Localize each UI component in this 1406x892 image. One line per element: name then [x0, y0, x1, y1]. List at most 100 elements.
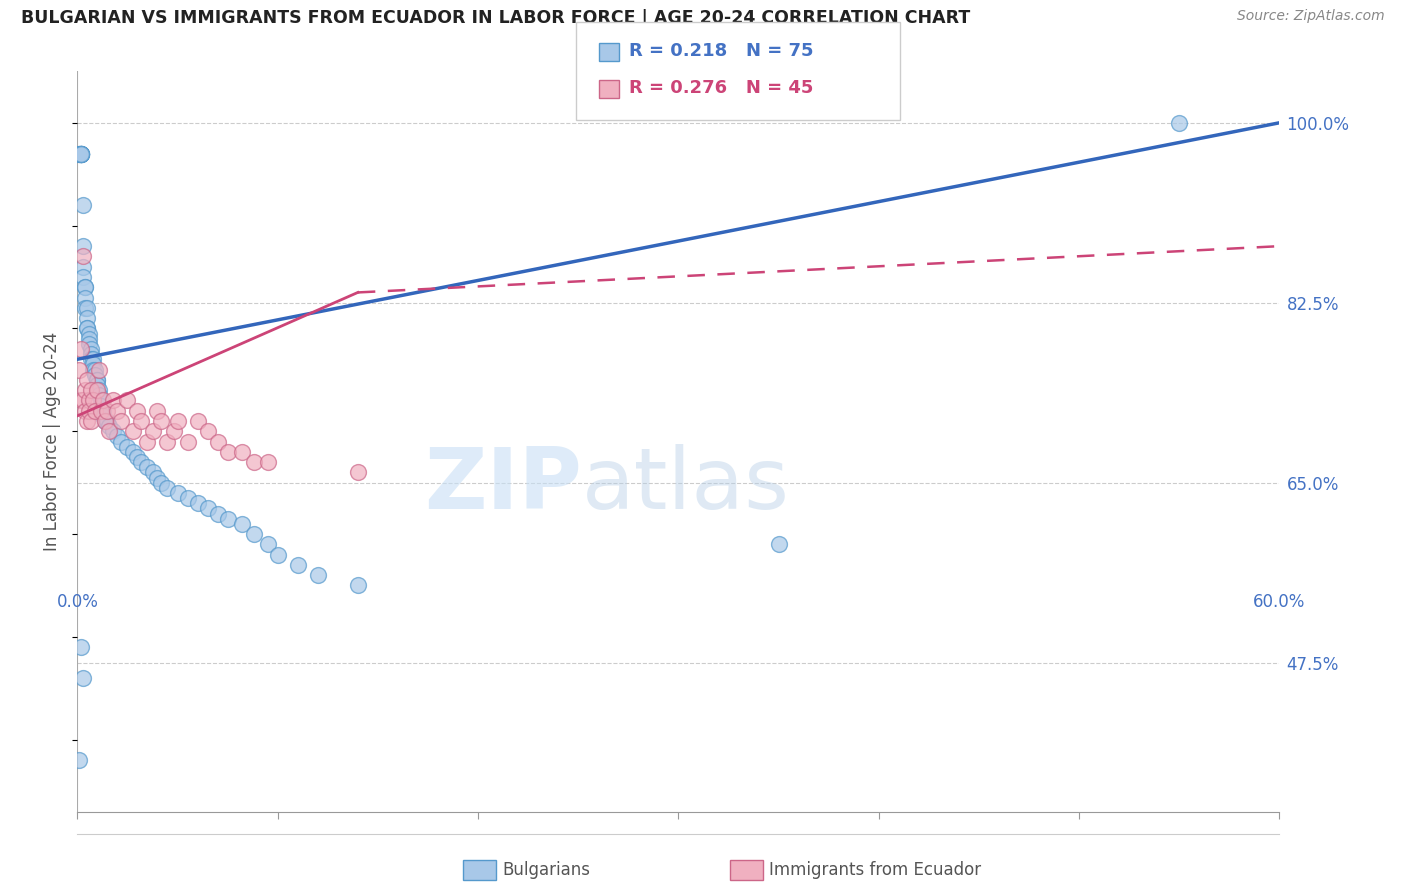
- Point: [79, 326, 101, 341]
- Text: atlas: atlas: [582, 444, 790, 527]
- Point: [127, 450, 149, 464]
- Point: [70, 146, 93, 161]
- Point: [70, 146, 93, 161]
- Point: [166, 486, 188, 500]
- Point: [197, 424, 219, 438]
- Y-axis label: In Labor Force | Age 20-24: In Labor Force | Age 20-24: [44, 332, 62, 551]
- Point: [76, 414, 98, 428]
- Point: [72, 249, 94, 264]
- Point: [80, 347, 103, 361]
- Point: [307, 568, 329, 582]
- Point: [76, 321, 98, 335]
- Point: [136, 434, 159, 449]
- Point: [347, 466, 370, 480]
- Point: [70, 146, 93, 161]
- Point: [93, 403, 115, 417]
- Point: [768, 537, 790, 551]
- Point: [187, 496, 209, 510]
- Point: [75, 280, 97, 294]
- Point: [156, 434, 179, 449]
- Point: [217, 511, 239, 525]
- Point: [86, 383, 108, 397]
- Point: [90, 393, 112, 408]
- Point: [67, 362, 90, 376]
- Point: [90, 399, 112, 413]
- Point: [75, 383, 97, 397]
- Point: [84, 362, 107, 376]
- Point: [142, 466, 165, 480]
- Point: [98, 419, 121, 434]
- Point: [67, 753, 90, 767]
- Point: [70, 146, 93, 161]
- Point: [94, 414, 117, 428]
- Point: [86, 378, 108, 392]
- Point: [96, 414, 118, 428]
- Point: [89, 383, 111, 397]
- Text: R = 0.276   N = 45: R = 0.276 N = 45: [630, 79, 814, 97]
- Point: [70, 640, 93, 655]
- Point: [89, 362, 111, 376]
- Point: [93, 393, 115, 408]
- Point: [72, 260, 94, 274]
- Point: [80, 383, 103, 397]
- Point: [93, 409, 115, 423]
- Point: [84, 403, 107, 417]
- Text: BULGARIAN VS IMMIGRANTS FROM ECUADOR IN LABOR FORCE | AGE 20-24 CORRELATION CHAR: BULGARIAN VS IMMIGRANTS FROM ECUADOR IN …: [21, 9, 970, 27]
- Point: [79, 403, 101, 417]
- Point: [79, 332, 101, 346]
- Point: [70, 146, 93, 161]
- Point: [76, 373, 98, 387]
- Point: [197, 501, 219, 516]
- Point: [86, 373, 108, 387]
- Point: [70, 146, 93, 161]
- Point: [107, 403, 129, 417]
- Point: [117, 440, 139, 454]
- Point: [72, 393, 94, 408]
- Point: [127, 403, 149, 417]
- Point: [75, 291, 97, 305]
- Point: [146, 403, 169, 417]
- Point: [231, 516, 253, 531]
- Point: [146, 470, 169, 484]
- Point: [1168, 116, 1191, 130]
- Point: [82, 352, 104, 367]
- Point: [72, 239, 94, 253]
- Point: [207, 507, 229, 521]
- Point: [242, 455, 264, 469]
- Point: [122, 424, 145, 438]
- Point: [79, 393, 101, 408]
- Point: [89, 388, 111, 402]
- Point: [75, 280, 97, 294]
- Text: Bulgarians: Bulgarians: [502, 861, 591, 879]
- Point: [70, 342, 93, 356]
- Point: [76, 311, 98, 326]
- Point: [67, 146, 90, 161]
- Point: [207, 434, 229, 449]
- Point: [82, 393, 104, 408]
- Point: [94, 414, 117, 428]
- Point: [117, 393, 139, 408]
- Point: [131, 455, 153, 469]
- Point: [110, 414, 132, 428]
- Point: [79, 336, 101, 351]
- Point: [256, 455, 278, 469]
- Point: [122, 445, 145, 459]
- Point: [156, 481, 179, 495]
- Point: [80, 342, 103, 356]
- Point: [84, 368, 107, 382]
- Point: [72, 671, 94, 685]
- Point: [136, 460, 159, 475]
- Text: 0.0%: 0.0%: [56, 593, 98, 611]
- Point: [76, 301, 98, 315]
- Point: [96, 403, 118, 417]
- Point: [82, 358, 104, 372]
- Point: [256, 537, 278, 551]
- Point: [103, 424, 125, 438]
- Point: [142, 424, 165, 438]
- Point: [162, 424, 184, 438]
- Point: [70, 146, 93, 161]
- Point: [75, 301, 97, 315]
- Text: ZIP: ZIP: [425, 444, 582, 527]
- Point: [242, 527, 264, 541]
- Point: [86, 373, 108, 387]
